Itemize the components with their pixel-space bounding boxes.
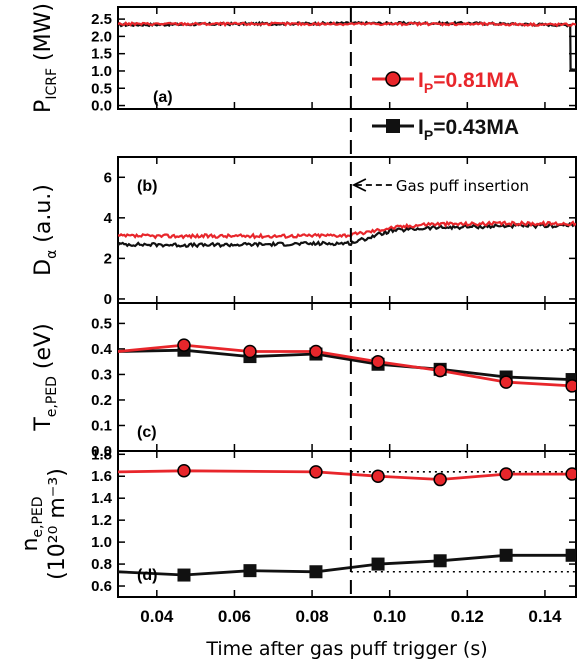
panel-label: (b) (137, 178, 157, 195)
panels: 0.00.51.01.52.02.5(a)PICRF (MW)0246(b)Dα… (18, 3, 577, 598)
y-tick-label: 0.3 (91, 366, 112, 383)
y-axis-title: ne,PED (18, 496, 46, 551)
y-tick-label: 0.1 (91, 417, 112, 434)
data-point-circle (565, 379, 576, 393)
series-line (118, 553, 573, 577)
series-line (118, 20, 576, 72)
data-point-circle (433, 363, 447, 378)
legend-label: IP=0.43MA (418, 116, 519, 143)
data-point-circle (371, 469, 385, 483)
y-tick-label: 0.5 (91, 315, 112, 332)
y-tick-label: 1.0 (91, 63, 112, 80)
y-tick-label: 1.5 (91, 46, 112, 63)
plot-frame (117, 6, 577, 110)
x-tick-label: 0.04 (140, 607, 174, 626)
y-axis-title: Te,PED (eV) (31, 323, 60, 431)
panel-c: 0.0 0.1 0.2 0.3 0.4 0.5 (c) Te,PED (eV) (31, 302, 577, 460)
data-point-circle (371, 354, 385, 369)
y-axis-title: Dα (a.u.) (31, 184, 60, 276)
annotation-arrow-head (351, 178, 367, 192)
y-tick-label: 1.2 (91, 512, 112, 529)
series-group (118, 20, 576, 72)
x-tick-label: 0.08 (296, 607, 329, 626)
plot-frame (117, 450, 577, 598)
legend-entry: IP=0.43MA (372, 116, 519, 143)
y-tick-label: 4 (104, 210, 113, 227)
data-point-circle (177, 338, 191, 352)
data-point-circle (433, 472, 447, 487)
y-tick-label: 0.0 (91, 443, 112, 460)
series-group (118, 338, 576, 393)
y-tick-label: 0.4 (91, 341, 113, 358)
y-tick-label: 0.6 (91, 578, 112, 595)
data-point-circle (309, 465, 323, 479)
y-tick-label: 0.5 (91, 80, 112, 97)
series-line (118, 21, 576, 28)
y-tick-label: 6 (104, 169, 112, 186)
y-tick-label: 2.5 (91, 11, 112, 28)
x-tick-label: 0.14 (528, 607, 562, 626)
data-point-circle (499, 375, 513, 389)
x-tick-label: 0.06 (218, 607, 251, 626)
data-point-square (177, 568, 191, 582)
series-line (118, 343, 573, 388)
data-point-square (499, 548, 513, 562)
panel-label: (d) (137, 567, 157, 584)
legend-marker-circle (385, 71, 401, 87)
y-axis-title-unit: (10²⁰ m⁻³) (45, 468, 70, 580)
y-tick-label: 2 (104, 250, 112, 267)
panel-b: 0 2 4 6 (b) Dα (a.u.) (31, 156, 577, 308)
data-point-square (565, 548, 576, 562)
panel-label: (c) (137, 424, 157, 441)
series-line (118, 220, 576, 240)
series-group (118, 464, 576, 582)
series-group (118, 220, 576, 249)
x-tick-label: 0.10 (373, 607, 406, 626)
data-point-circle (309, 344, 323, 359)
data-point-circle (565, 467, 576, 481)
series-line (118, 348, 573, 381)
y-tick-label: 1.0 (91, 534, 112, 551)
legend-marker-square (386, 119, 400, 133)
data-point-square (309, 565, 323, 579)
data-point-circle (499, 467, 513, 481)
legend-entry: IP=0.81MA (372, 69, 519, 96)
y-tick-label: 0.8 (91, 556, 112, 573)
series-line (118, 222, 576, 249)
x-axis-title: Time after gas puff trigger (s) (205, 638, 487, 660)
legend-label: IP=0.81MA (418, 69, 519, 96)
y-tick-label: 1.4 (91, 490, 113, 507)
data-point-circle (177, 464, 191, 478)
y-tick-label: 0 (104, 291, 112, 308)
y-tick-label: 1.6 (91, 468, 112, 485)
overlay: Gas puff insertion IP=0.81MA IP=0.43MA 0.04… (140, 8, 562, 660)
x-tick-label: 0.12 (451, 607, 484, 626)
y-tick-label: 1.8 (91, 446, 112, 463)
panel-label: (a) (153, 89, 173, 106)
annotation-text: Gas puff insertion (396, 177, 529, 195)
y-tick-label: 0.0 (91, 98, 112, 115)
panel-a: 0.00.51.01.52.02.5 (a) PICRF (MW) (31, 3, 577, 115)
data-point-square (433, 554, 447, 568)
y-axis-title: PICRF (MW) (31, 3, 60, 113)
y-tick-label: 2.0 (91, 28, 112, 45)
data-point-square (371, 557, 385, 571)
y-tick-label: 0.2 (91, 392, 112, 409)
panel-d: 0.6 0.8 1.0 1.2 1.4 1.6 1.8 (d) ne,PED (10²⁰ m⁻³) (18, 446, 577, 598)
data-point-square (243, 564, 257, 578)
data-point-circle (243, 344, 257, 359)
